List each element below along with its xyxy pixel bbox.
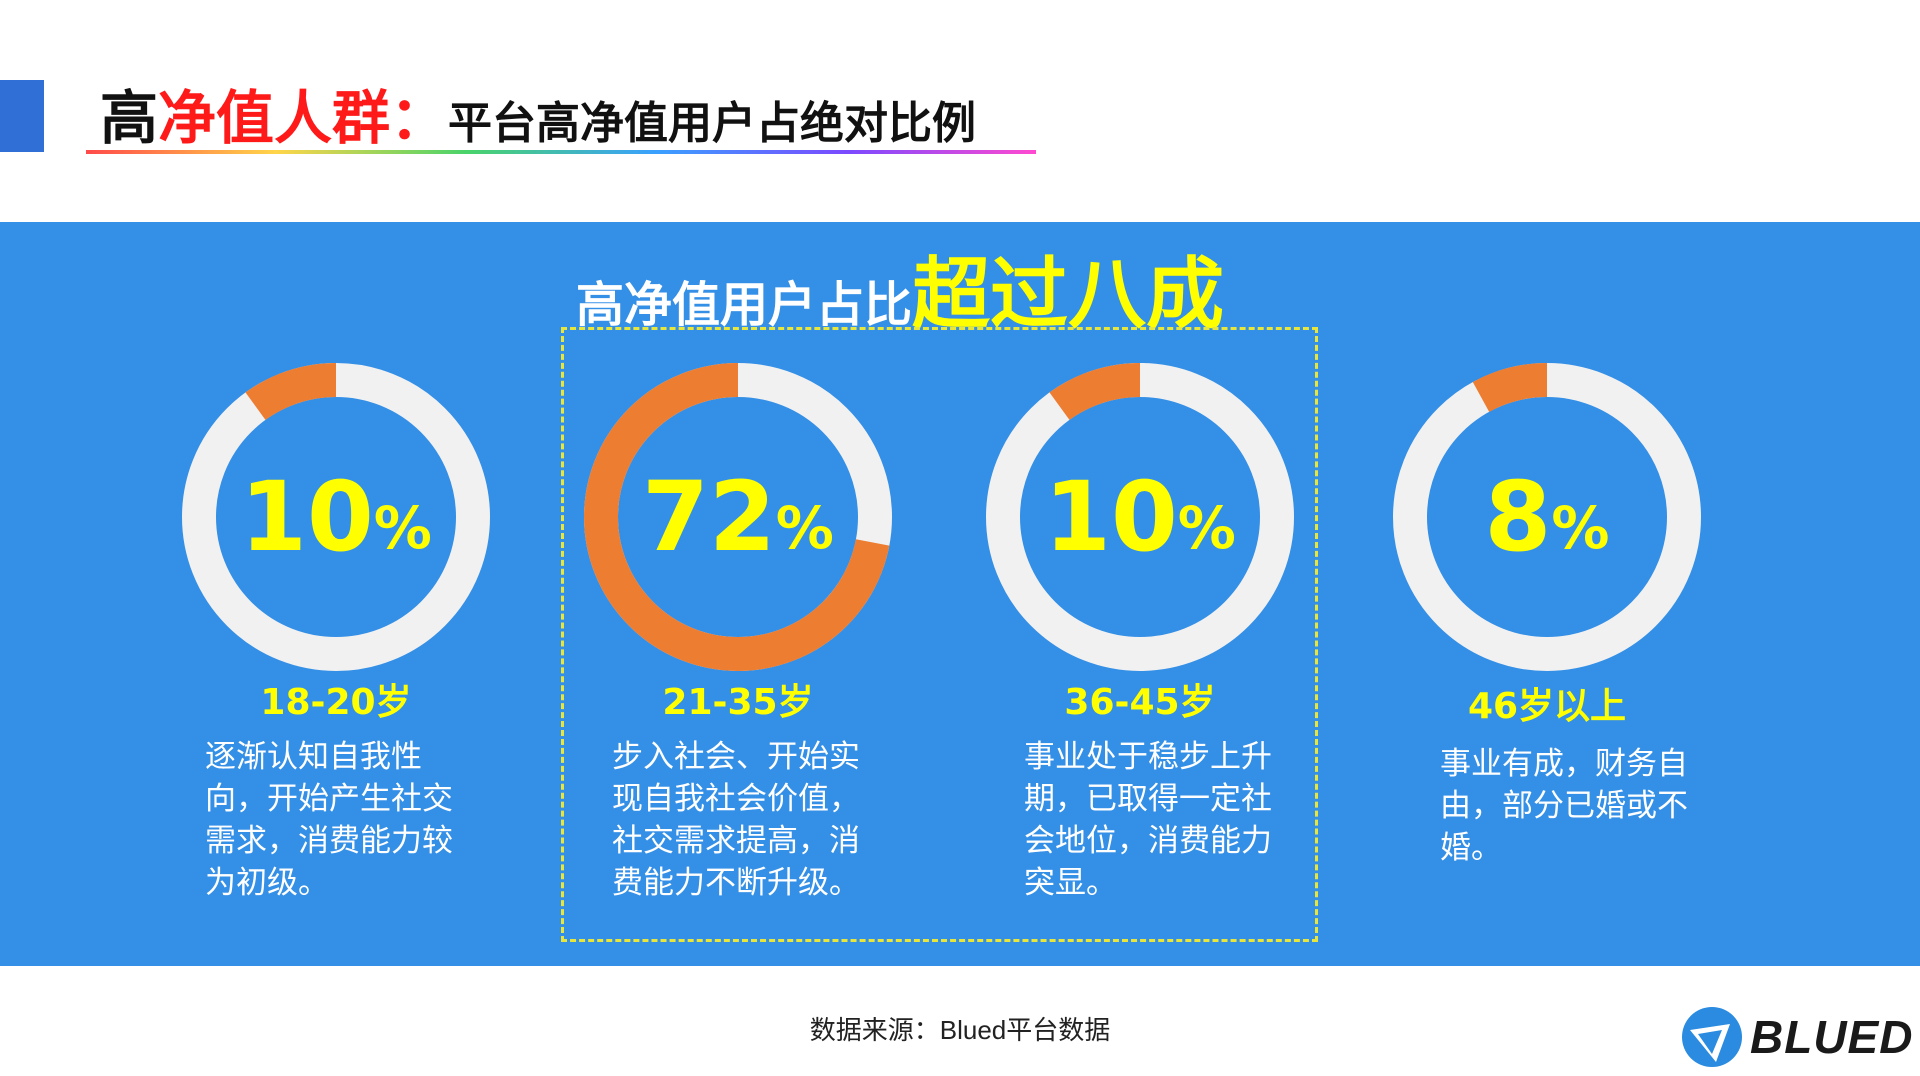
description-3: 事业处于稳步上升期，已取得一定社会地位，消费能力突显。 (1024, 739, 1272, 901)
age-label-2: 21-35岁 (662, 682, 814, 723)
percent-sign: % (775, 494, 834, 562)
title-part-3: 平台高净值用户占绝对比例 (448, 98, 977, 149)
description-2: 步入社会、开始实现自我社会价值，社交需求提高，消费能力不断升级。 (612, 739, 860, 901)
percent-sign: % (373, 494, 432, 562)
ring-value-arc (182, 363, 490, 671)
description-4: 事业有成，财务自由，部分已婚或不婚。 (1440, 746, 1688, 866)
title-part-2: 净值人群： (158, 84, 449, 152)
title-accent-bar (0, 80, 44, 152)
blued-logo: BLUED (1676, 1002, 1912, 1072)
age-label-1: 18-20岁 (260, 682, 412, 723)
headline: 高净值用户占比超过八成 (0, 232, 1920, 344)
ring-value-arc (986, 363, 1294, 671)
donut-chart-3: 10% (980, 357, 1300, 677)
content-band (0, 222, 1920, 966)
percent-label: 10% (980, 357, 1300, 677)
percent-label: 10% (176, 357, 496, 677)
percent-number: 8 (1484, 461, 1552, 573)
percent-sign: % (1177, 494, 1236, 562)
donut-chart-1: 10% (176, 357, 496, 677)
title-underline (86, 150, 1036, 154)
headline-lead: 高净值用户占比 (575, 277, 912, 333)
description-1: 逐渐认知自我性向，开始产生社交需求，消费能力较为初级。 (205, 739, 453, 901)
headline-emphasis: 超过八成 (912, 250, 1225, 340)
ring-value-arc (1393, 363, 1701, 671)
percent-label: 8% (1387, 357, 1707, 677)
donut-chart-4: 8% (1387, 357, 1707, 677)
donut-chart-2: 72% (578, 357, 898, 677)
percent-number: 72 (642, 461, 776, 573)
title-part-1: 高 (100, 84, 159, 152)
blued-logo-icon (1682, 1007, 1742, 1067)
percent-label: 72% (578, 357, 898, 677)
highlight-box (561, 327, 1318, 942)
ring-value-arc (584, 363, 892, 671)
percent-sign: % (1551, 494, 1610, 562)
age-label-3: 36-45岁 (1064, 682, 1216, 723)
percent-number: 10 (1044, 461, 1178, 573)
age-label-4: 46岁以上 (1467, 686, 1627, 727)
page-title: 高净值人群：平台高净值用户占绝对比例 (100, 82, 976, 162)
percent-number: 10 (240, 461, 374, 573)
data-source-note: 数据来源：Blued平台数据 (809, 1015, 1111, 1045)
logo-wordmark: BLUED (1750, 1011, 1914, 1063)
